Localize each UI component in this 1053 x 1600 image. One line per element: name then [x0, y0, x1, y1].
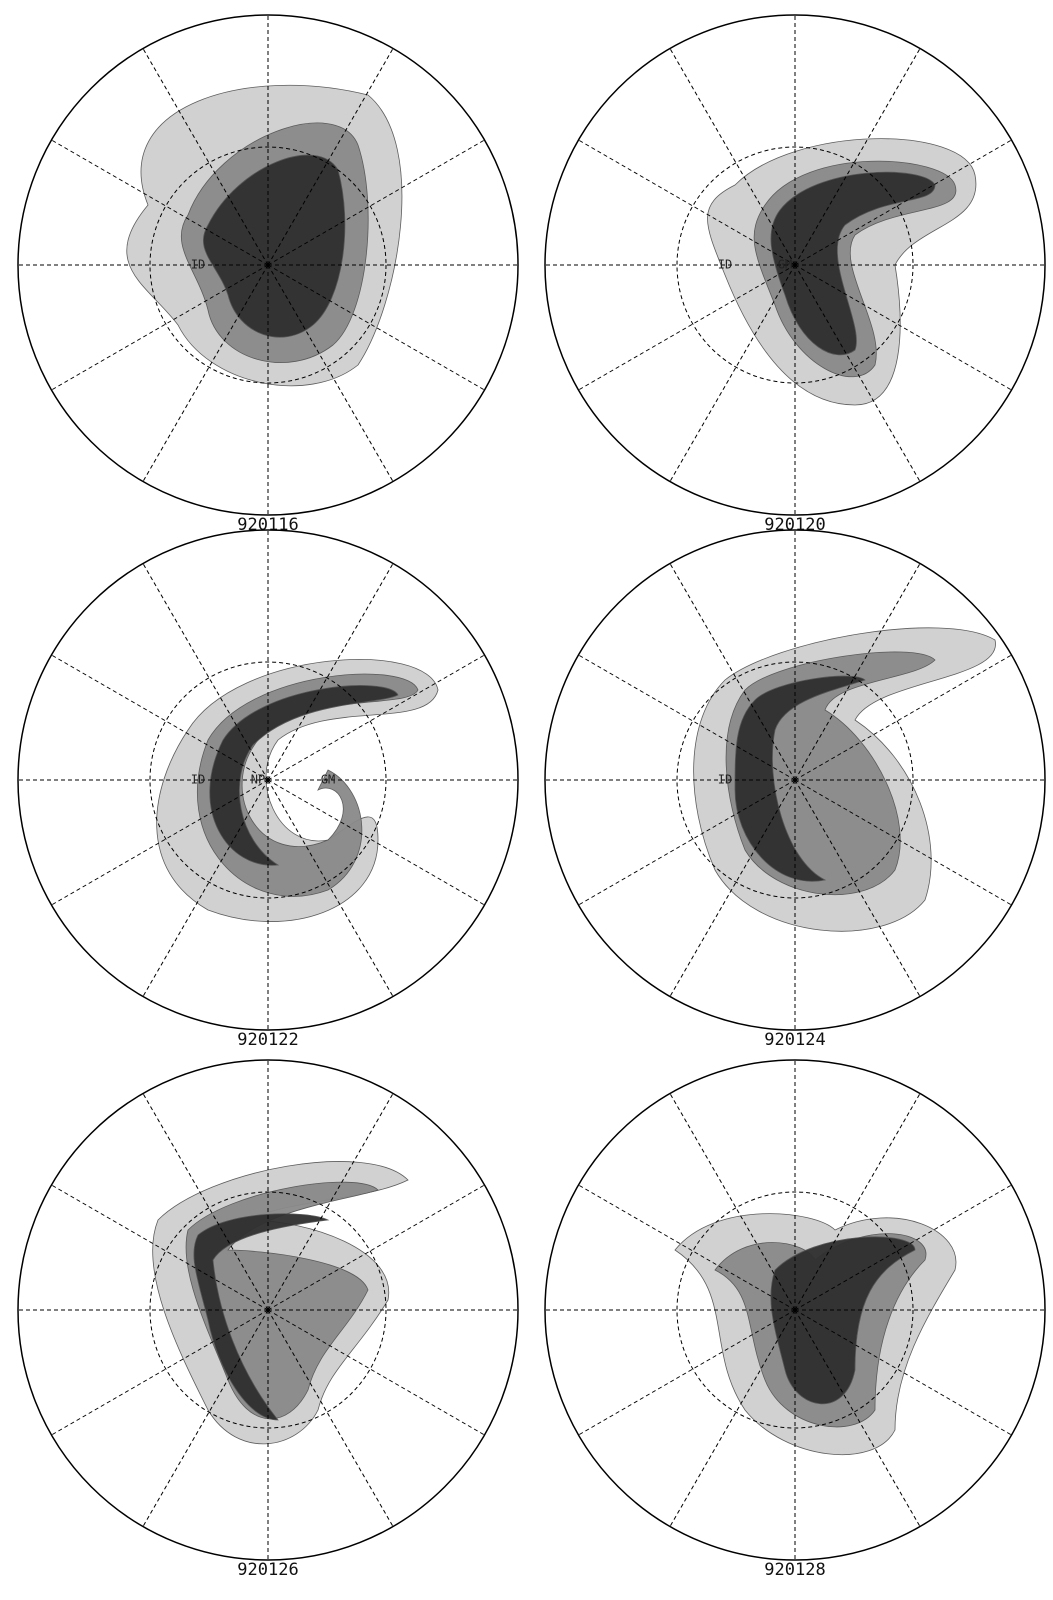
map-marker-label: ID	[191, 773, 205, 787]
map-marker-label: ID	[718, 258, 732, 272]
map-marker-label: ID	[191, 258, 205, 272]
map-marker-label: ID	[718, 773, 732, 787]
map-panel: ID NP GM 920122	[18, 530, 518, 1050]
map-marker-label: GM	[321, 773, 335, 787]
panel-date-label: 920126	[237, 1560, 298, 1580]
map-panel: 920126	[18, 1060, 518, 1580]
figure: ID920116IDGM920120IDNPGM920122ID92012492…	[0, 0, 1053, 1600]
map-marker-label: GM	[778, 258, 792, 272]
panel-date-label: 920124	[764, 1030, 825, 1050]
map-panel: ID 920124	[545, 530, 1045, 1050]
panel-date-label: 920128	[764, 1560, 825, 1580]
map-panel: 920128	[545, 1060, 1045, 1580]
map-marker-label: NP	[251, 773, 265, 787]
panel-date-label: 920122	[237, 1030, 298, 1050]
